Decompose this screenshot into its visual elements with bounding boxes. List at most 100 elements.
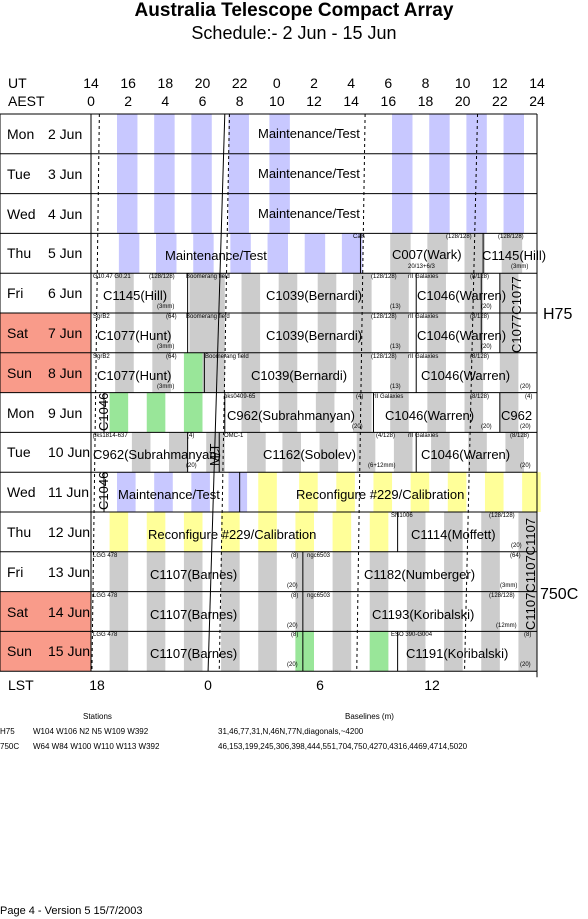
time-stripe — [183, 631, 203, 672]
time-stripe — [466, 153, 487, 194]
config-750c: 750C — [540, 586, 579, 603]
page-info: Page 4 - Version 5 15/7/2003 — [0, 905, 143, 917]
time-stripe — [369, 551, 389, 592]
block-note: (20) — [481, 344, 492, 350]
block-note: (3mm) — [511, 264, 529, 271]
time-stripe — [183, 352, 203, 393]
time-stripe — [319, 432, 339, 473]
time-stripe — [481, 631, 500, 672]
time-stripe — [154, 472, 173, 512]
day-of-week: Wed — [7, 484, 36, 501]
block-c1046: C1046(Warren) — [385, 407, 475, 423]
time-stripe — [230, 233, 251, 274]
time-stripe — [258, 591, 277, 632]
time-stripe — [429, 153, 450, 194]
block-c1046: C1046(Warren) — [421, 447, 511, 463]
day-date: 8 Jun — [48, 364, 83, 381]
block-channels: (128/128) — [446, 234, 472, 241]
lst-line — [356, 113, 366, 672]
time-stripe — [503, 114, 524, 154]
block-c1046: C1046(Warren) — [417, 328, 507, 343]
block-c1077-vertical: C1077C1077 — [509, 276, 524, 354]
time-stripe — [146, 631, 166, 672]
block-channels: (128/128) — [149, 274, 175, 281]
time-stripe — [278, 273, 298, 313]
ut-hour-label: 2 — [310, 75, 318, 91]
time-stripe — [317, 273, 337, 313]
time-stripe — [464, 273, 484, 313]
block-source: SgrB2 — [93, 353, 110, 360]
time-stripe — [118, 233, 140, 274]
lst-label: LST — [8, 677, 34, 693]
lst-hour-label: 6 — [316, 677, 324, 693]
time-stripe — [228, 193, 249, 234]
time-stripe — [481, 512, 500, 552]
time-stripe — [258, 631, 277, 672]
block-source: OMC-1 — [224, 433, 244, 440]
time-stripe — [336, 472, 355, 512]
day-date: 4 Jun — [48, 205, 83, 222]
day-of-week: Sat — [7, 325, 29, 341]
block-source: rII Galaxies — [373, 393, 404, 400]
time-stripe — [241, 273, 261, 313]
day-date: 14 Jun — [48, 603, 91, 620]
time-stripe — [183, 551, 203, 592]
block-c1046: C1046(Warren) — [417, 288, 507, 304]
time-stripe — [499, 392, 519, 433]
day-of-week: Wed — [7, 205, 36, 222]
footer-config-750c: 750C — [0, 742, 20, 751]
day-date: 2 Jun — [48, 126, 83, 142]
time-stripe — [481, 551, 500, 592]
time-stripe — [278, 352, 298, 393]
block-c1107-vertical: C1107C1107C1107 — [523, 517, 538, 630]
day-of-week: Sat — [7, 603, 29, 620]
time-stripe — [499, 273, 519, 313]
weekend-cell — [0, 631, 91, 672]
block-source: LGG 478 — [93, 632, 118, 639]
lst-line — [207, 113, 226, 672]
time-stripe — [369, 512, 389, 552]
time-stripe — [295, 512, 314, 552]
time-stripe — [258, 512, 277, 552]
time-stripe — [269, 193, 290, 234]
block-c007: C007(Wark) — [392, 247, 462, 263]
block-channels: (8/128) — [470, 393, 490, 400]
page-title: Australia Telescope Compact Array — [134, 0, 454, 21]
time-stripe — [295, 591, 314, 632]
time-stripe — [228, 153, 249, 194]
time-stripe — [484, 472, 504, 512]
block-note: (20) — [520, 463, 531, 470]
ut-hour-label: 10 — [454, 75, 471, 91]
block-channels: (128/128) — [371, 353, 397, 360]
block-maintenance: Maintenance/Test — [258, 165, 360, 181]
day-of-week: Fri — [7, 563, 24, 580]
time-stripe — [332, 631, 352, 672]
lst-hour-label: 0 — [204, 677, 212, 693]
block-note: (13) — [390, 344, 401, 350]
time-stripe — [353, 352, 372, 393]
ut-hour-label: 16 — [120, 75, 136, 91]
time-stripe — [115, 352, 134, 393]
block-c1039: C1039(Bernardi) — [266, 288, 363, 304]
time-stripe — [221, 591, 240, 632]
block-source: Boomerang field — [205, 353, 249, 360]
block-source: rII Galaxies — [408, 314, 439, 320]
aest-hour-label: 0 — [87, 93, 95, 109]
time-stripe — [117, 193, 138, 234]
time-stripe — [156, 233, 177, 274]
time-stripe — [282, 432, 301, 473]
time-stripe — [444, 551, 463, 592]
time-stripe — [468, 432, 487, 473]
aest-hour-label: 4 — [161, 93, 170, 109]
footer-stations-h75: W104 W106 N2 N5 W109 W392 — [33, 727, 149, 736]
time-stripe — [109, 392, 129, 433]
time-stripe — [406, 512, 426, 552]
time-stripe — [410, 472, 430, 512]
time-stripe — [518, 512, 537, 552]
aest-hour-label: 18 — [417, 93, 434, 109]
aest-hour-label: 10 — [269, 93, 285, 109]
weekend-cell — [0, 591, 91, 632]
block-c1114: C1114(Moffett) — [411, 527, 496, 542]
aest-hour-label: 14 — [343, 93, 359, 109]
time-stripe — [406, 591, 426, 632]
